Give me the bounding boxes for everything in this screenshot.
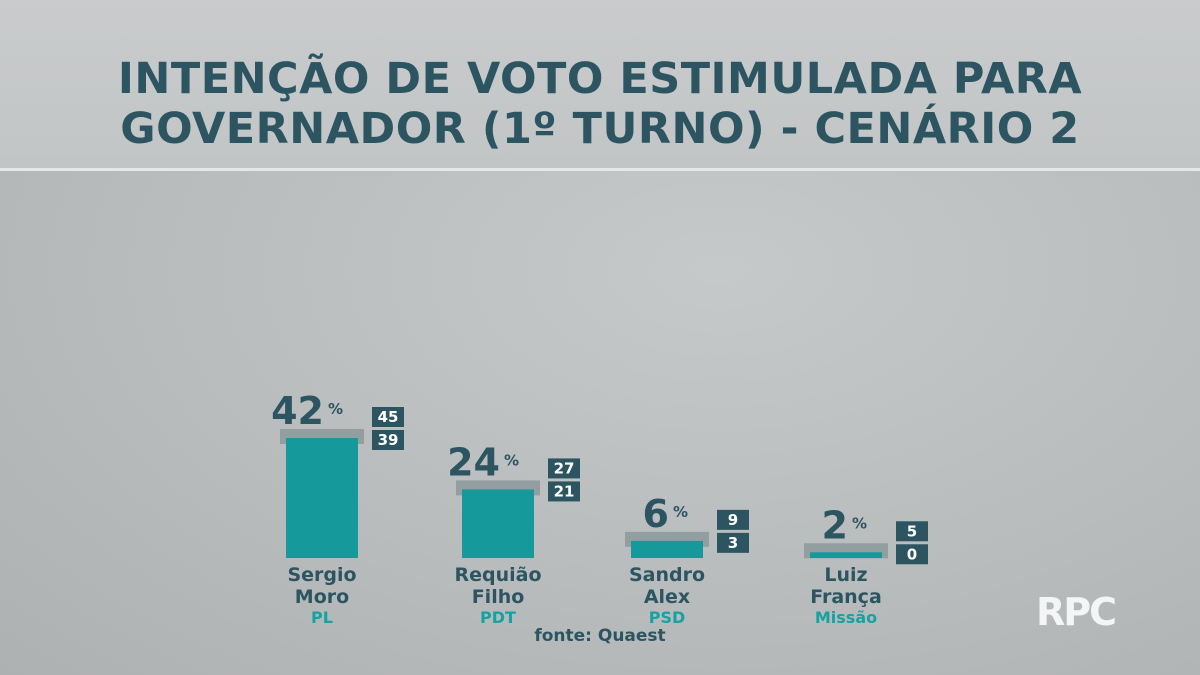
percent-sign: % [504, 451, 519, 469]
bar-3 [631, 540, 703, 558]
candidate-name-line-1: Luiz [824, 564, 867, 586]
party-label: PSD [649, 608, 686, 627]
broadcaster-logo: RPC [1036, 590, 1117, 634]
bar-1 [286, 438, 358, 558]
percent-sign: % [852, 514, 867, 532]
value-label: 6 [643, 492, 669, 536]
percent-sign: % [673, 503, 688, 521]
candidate-name-line-2: Moro [295, 586, 349, 608]
candidate-name-line-1: Sandro [629, 564, 705, 586]
upper-bound-label: 5 [907, 522, 917, 540]
candidate-name-line-2: França [810, 586, 882, 608]
lower-bound-label: 0 [907, 545, 917, 563]
upper-bound-box [896, 521, 928, 542]
lower-bound-label: 21 [554, 482, 575, 500]
lower-bound-box [717, 532, 749, 553]
chart-title-line-1: INTENÇÃO DE VOTO ESTIMULADA PARA [117, 54, 1083, 104]
lower-bound-label: 3 [728, 534, 738, 552]
candidate-name-line-1: Requião [454, 564, 541, 586]
candidate-name-line-2: Alex [644, 586, 690, 608]
candidate-name-line-2: Filho [472, 586, 525, 608]
upper-bound-label: 27 [554, 459, 575, 477]
chart-title-line-2: GOVERNADOR (1º TURNO) - CENÁRIO 2 [120, 104, 1080, 154]
value-label: 24 [447, 440, 500, 484]
upper-bound-box [372, 407, 404, 427]
lower-bound-box [896, 544, 928, 565]
percent-sign: % [328, 400, 343, 418]
lower-bound-box [548, 481, 580, 502]
bar-4 [810, 552, 882, 558]
party-label: PDT [480, 608, 516, 627]
value-label: 42 [271, 389, 324, 433]
upper-bound-label: 9 [728, 511, 738, 529]
title-divider [0, 168, 1200, 171]
lower-bound-label: 39 [378, 431, 399, 449]
source-label: fonte: Quaest [534, 626, 666, 646]
value-label: 2 [822, 503, 848, 547]
party-label: Missão [815, 608, 877, 627]
party-label: PL [311, 608, 333, 627]
candidate-name-line-1: Sergio [287, 564, 356, 586]
title-band [0, 0, 1200, 168]
lower-bound-box [372, 430, 404, 450]
upper-bound-box [548, 458, 580, 479]
upper-bound-box [717, 509, 749, 530]
upper-bound-label: 45 [378, 408, 399, 426]
bar-2 [462, 489, 534, 558]
